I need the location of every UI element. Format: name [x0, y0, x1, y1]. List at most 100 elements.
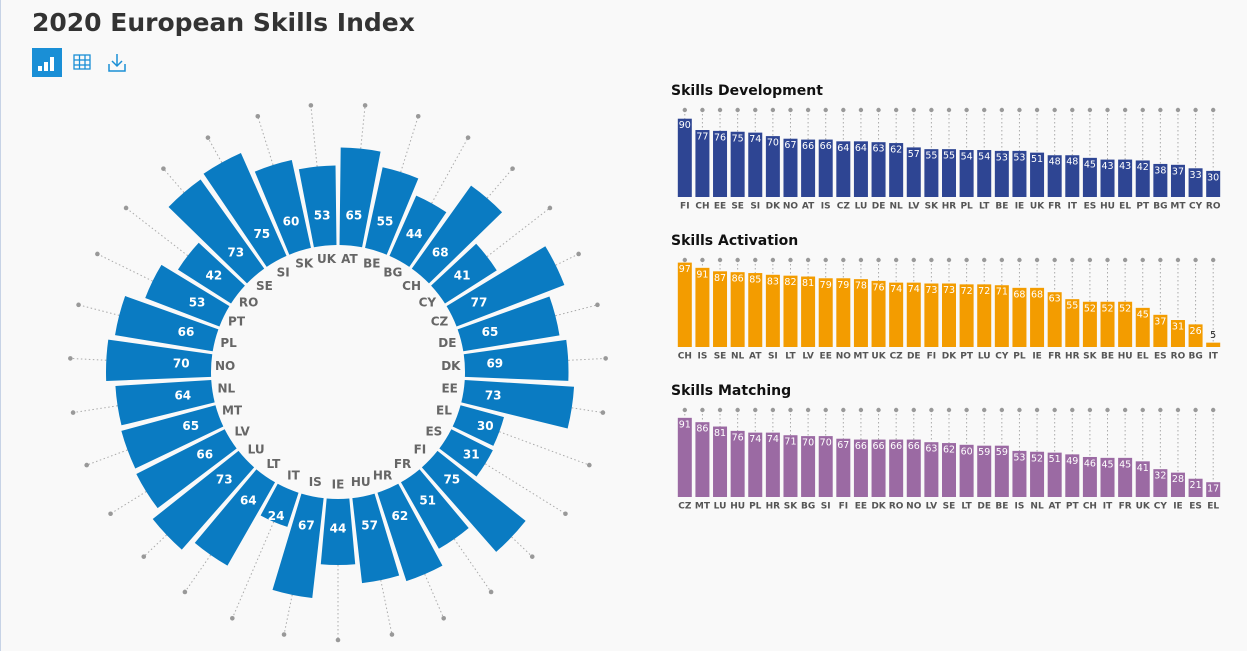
guide-dot: [982, 107, 987, 113]
value-label: 38: [1154, 165, 1166, 176]
guide-line: [143, 534, 167, 558]
category-label: LT: [961, 502, 972, 512]
radial-bar: [439, 429, 493, 477]
guide-line: [511, 536, 533, 558]
category-label: DK: [766, 202, 781, 212]
bar: [730, 272, 745, 347]
guide-dot: [1087, 257, 1093, 263]
category-label: PL: [1013, 352, 1026, 362]
value-label: 81: [802, 278, 814, 289]
bar: [695, 422, 710, 497]
bar: [1206, 170, 1221, 197]
value-label: 5: [1210, 330, 1216, 341]
bar: [1012, 450, 1027, 497]
guide-dot: [1140, 257, 1145, 263]
category-label: DE: [977, 502, 991, 512]
value-label: 67: [837, 440, 849, 451]
category-label: DE: [907, 352, 921, 362]
guide-dot: [788, 257, 793, 263]
guide-dot: [1175, 257, 1181, 263]
guide-dot: [682, 107, 688, 113]
guide-dot: [510, 166, 515, 171]
category-label: BG: [383, 266, 402, 280]
radial-bar: [365, 167, 419, 255]
value-label: 53: [996, 152, 1008, 163]
value-label: 37: [1172, 166, 1184, 177]
radial-bar: [136, 429, 237, 509]
category-label: LU: [714, 502, 727, 512]
bar: [906, 282, 921, 347]
guide-dot: [1175, 407, 1181, 413]
bar: [942, 283, 956, 347]
radial-bar: [389, 195, 447, 267]
guide-dot: [1105, 407, 1110, 413]
category-label: BG: [801, 502, 815, 512]
bar: [730, 430, 745, 497]
value-label: 70: [767, 138, 779, 149]
value-label: 74: [890, 284, 902, 295]
chart-view-button[interactable]: [32, 48, 62, 77]
bar: [1188, 168, 1203, 197]
value-label: 68: [1013, 289, 1025, 300]
value-label: 52: [1119, 303, 1131, 314]
category-label: BG: [1188, 352, 1202, 362]
value-label: 73: [925, 285, 937, 296]
guide-dot: [576, 251, 581, 257]
bar: [1206, 482, 1221, 497]
value-label: 71: [784, 437, 796, 448]
category-label: AT: [802, 202, 815, 212]
category-label: ES: [1189, 502, 1202, 512]
bar: [713, 426, 728, 497]
radial-bar: [461, 379, 575, 429]
bar: [942, 149, 956, 197]
category-label: EL: [436, 404, 452, 418]
category-label: CZ: [431, 315, 449, 329]
bar: [748, 132, 763, 197]
bar: [836, 438, 851, 497]
radial-bar: [115, 296, 219, 352]
value-label: 91: [696, 269, 708, 280]
category-label: RO: [889, 502, 904, 512]
category-label: HU: [351, 475, 371, 489]
category-label: LU: [855, 202, 868, 212]
bar: [924, 149, 939, 197]
guide-dot: [1034, 107, 1040, 113]
panel-title: Skills Activation: [671, 233, 798, 249]
radial-bar: [121, 405, 224, 469]
bar: [1082, 456, 1097, 497]
bar: [1118, 301, 1133, 347]
bar: [853, 141, 868, 197]
table-view-button[interactable]: [73, 54, 91, 70]
category-label: IS: [697, 352, 707, 362]
bar: [871, 142, 886, 197]
value-label: 57: [361, 518, 378, 532]
value-label: 78: [855, 281, 867, 292]
value-label: 85: [749, 275, 761, 286]
guide-dot: [982, 257, 987, 263]
bar: [713, 130, 728, 197]
value-label: 44: [406, 227, 423, 241]
value-label: 73: [227, 245, 244, 259]
guide-dot: [1158, 257, 1163, 263]
download-button[interactable]: [108, 54, 126, 72]
value-label: 48: [1049, 157, 1061, 168]
value-label: 30: [477, 419, 494, 433]
guide-dot: [964, 407, 969, 413]
value-label: 86: [732, 274, 744, 285]
value-label: 52: [1031, 453, 1043, 464]
value-label: 90: [679, 120, 691, 131]
guide-line: [555, 253, 579, 266]
radial-bar: [457, 296, 560, 352]
category-label: EE: [855, 502, 867, 512]
guide-dot: [335, 637, 341, 643]
bar: [1082, 301, 1097, 347]
value-label: 73: [216, 473, 233, 487]
value-label: 55: [377, 215, 394, 229]
bar: [959, 284, 974, 347]
value-label: 53: [1013, 152, 1025, 163]
category-label: CY: [995, 352, 1009, 362]
category-label: MT: [853, 352, 869, 362]
category-label: IS: [309, 475, 322, 489]
radial-bar: [260, 483, 299, 527]
guide-dot: [700, 407, 705, 413]
